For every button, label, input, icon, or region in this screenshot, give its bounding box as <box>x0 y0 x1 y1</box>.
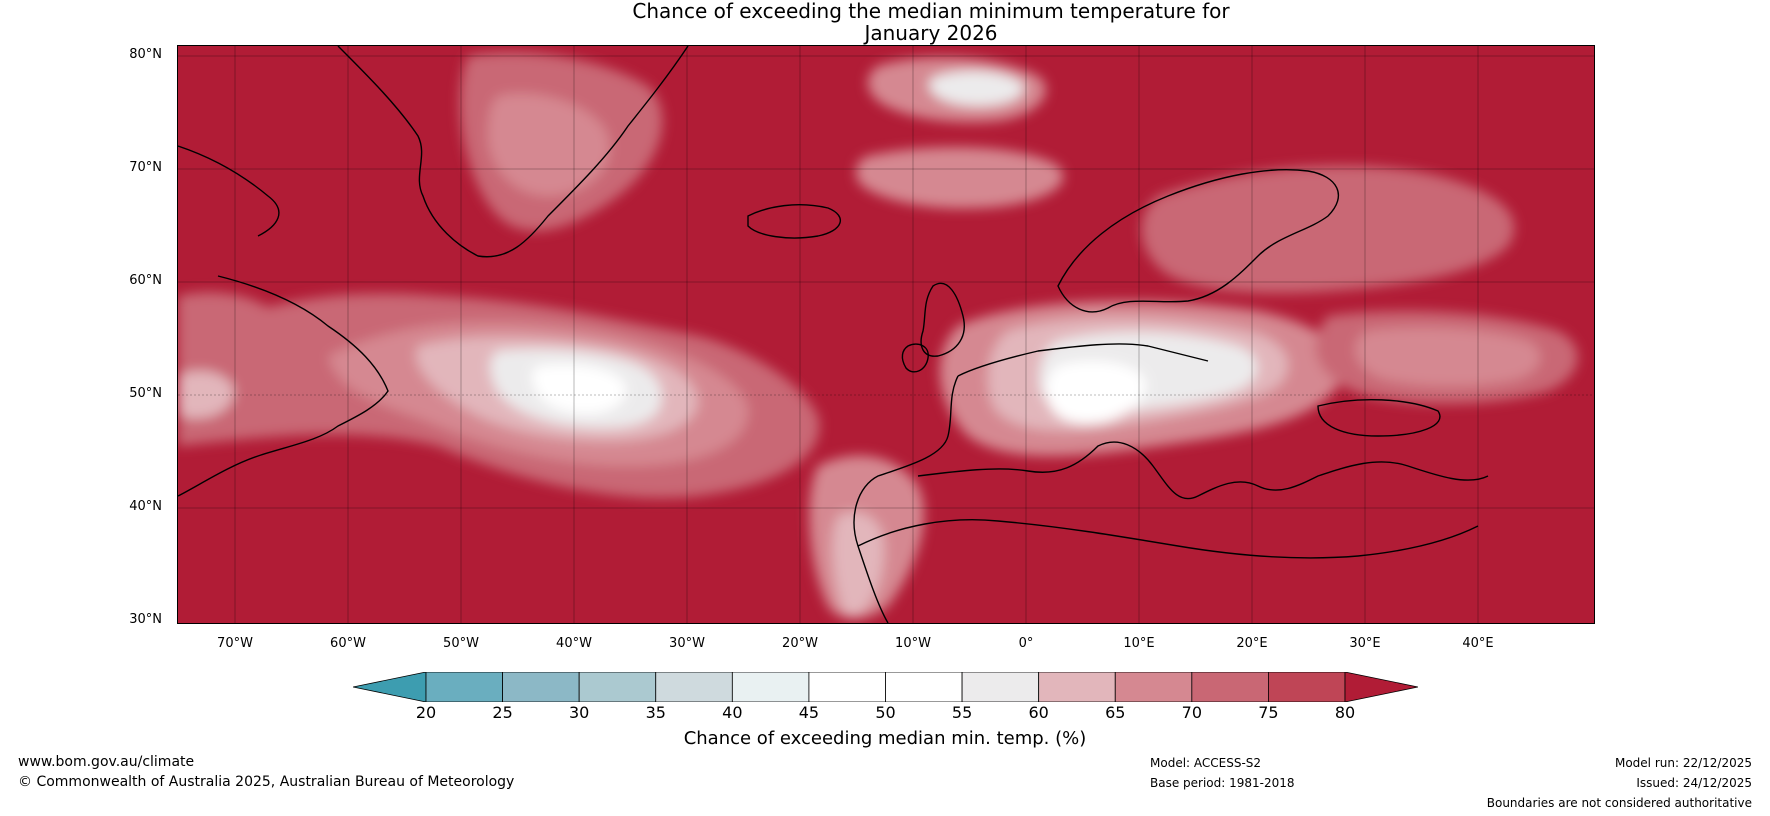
lat-tick-60: 60°N <box>129 273 162 288</box>
lon-tick-10e: 10°E <box>1123 636 1155 651</box>
colorbar-tick-label: 80 <box>1334 703 1356 722</box>
colorbar-bin <box>655 672 733 702</box>
colorbar-bin <box>808 672 886 702</box>
colorbar-bin <box>1114 672 1193 702</box>
colorbar-bin <box>885 672 963 702</box>
probability-map <box>177 45 1595 624</box>
lon-tick-0: 0° <box>1018 636 1034 651</box>
lon-tick-40e: 40°E <box>1462 636 1494 651</box>
title-line-2: January 2026 <box>864 21 998 45</box>
chart-title: Chance of exceeding the median minimum t… <box>0 0 1770 44</box>
colorbar-extend-high <box>1344 672 1418 702</box>
lon-tick-40w: 40°W <box>556 636 592 651</box>
colorbar-title: Chance of exceeding median min. temp. (%… <box>683 728 1087 749</box>
website-text: www.bom.gov.au/climate <box>18 754 195 770</box>
lon-tick-30e: 30°E <box>1349 636 1381 651</box>
colorbar-tick-label: 60 <box>1028 703 1049 722</box>
colorbar-tick-label: 70 <box>1181 703 1202 722</box>
colorbar-tick-label: 35 <box>645 703 666 722</box>
colorbar-tick-label: 30 <box>568 703 590 722</box>
colorbar <box>353 672 1418 702</box>
lon-tick-70w: 70°W <box>217 636 253 651</box>
coastlines <box>178 46 1489 623</box>
lat-tick-80: 80°N <box>129 47 162 62</box>
boundaries-text: Boundaries are not considered authoritat… <box>1486 796 1752 810</box>
colorbar-bin <box>425 672 503 702</box>
lat-tick-40: 40°N <box>129 499 162 514</box>
gridlines <box>178 46 1594 623</box>
colorbar-tick-label: 65 <box>1105 703 1126 722</box>
lat-tick-70: 70°N <box>129 160 162 175</box>
model-text: Model: ACCESS-S2 <box>1150 756 1262 770</box>
lat-tick-50: 50°N <box>129 386 162 401</box>
probability-field <box>178 52 1578 619</box>
lon-tick-60w: 60°W <box>330 636 366 651</box>
colorbar-bin <box>502 672 580 702</box>
lat-tick-30: 30°N <box>129 612 162 627</box>
colorbar-bin <box>1038 672 1116 702</box>
colorbar-bin <box>578 672 657 702</box>
copyright-text: © Commonwealth of Australia 2025, Austra… <box>18 774 515 790</box>
lon-tick-10w: 10°W <box>895 636 931 651</box>
colorbar-bin <box>961 672 1040 702</box>
colorbar-tick-label: 40 <box>722 703 743 722</box>
lon-tick-50w: 50°W <box>443 636 479 651</box>
colorbar-tick-label: 20 <box>415 703 437 722</box>
colorbar-bin <box>1191 672 1269 702</box>
lon-tick-30w: 30°W <box>669 636 705 651</box>
colorbar-extend-low <box>353 672 427 702</box>
title-line-1: Chance of exceeding the median minimum t… <box>632 0 1230 23</box>
colorbar-tick-label: 25 <box>492 703 513 722</box>
colorbar-tick-label: 45 <box>798 703 820 722</box>
model-run-text: Model run: 22/12/2025 <box>1614 756 1752 770</box>
issued-text: Issued: 24/12/2025 <box>1636 776 1752 790</box>
lon-tick-20w: 20°W <box>782 636 818 651</box>
base-period-text: Base period: 1981-2018 <box>1150 776 1295 790</box>
colorbar-tick-label: 50 <box>875 703 896 722</box>
colorbar-bin <box>731 672 810 702</box>
colorbar-bin <box>1268 672 1346 702</box>
colorbar-tick-label: 75 <box>1258 703 1279 722</box>
lon-tick-20e: 20°E <box>1236 636 1268 651</box>
colorbar-tick-label: 55 <box>951 703 973 722</box>
